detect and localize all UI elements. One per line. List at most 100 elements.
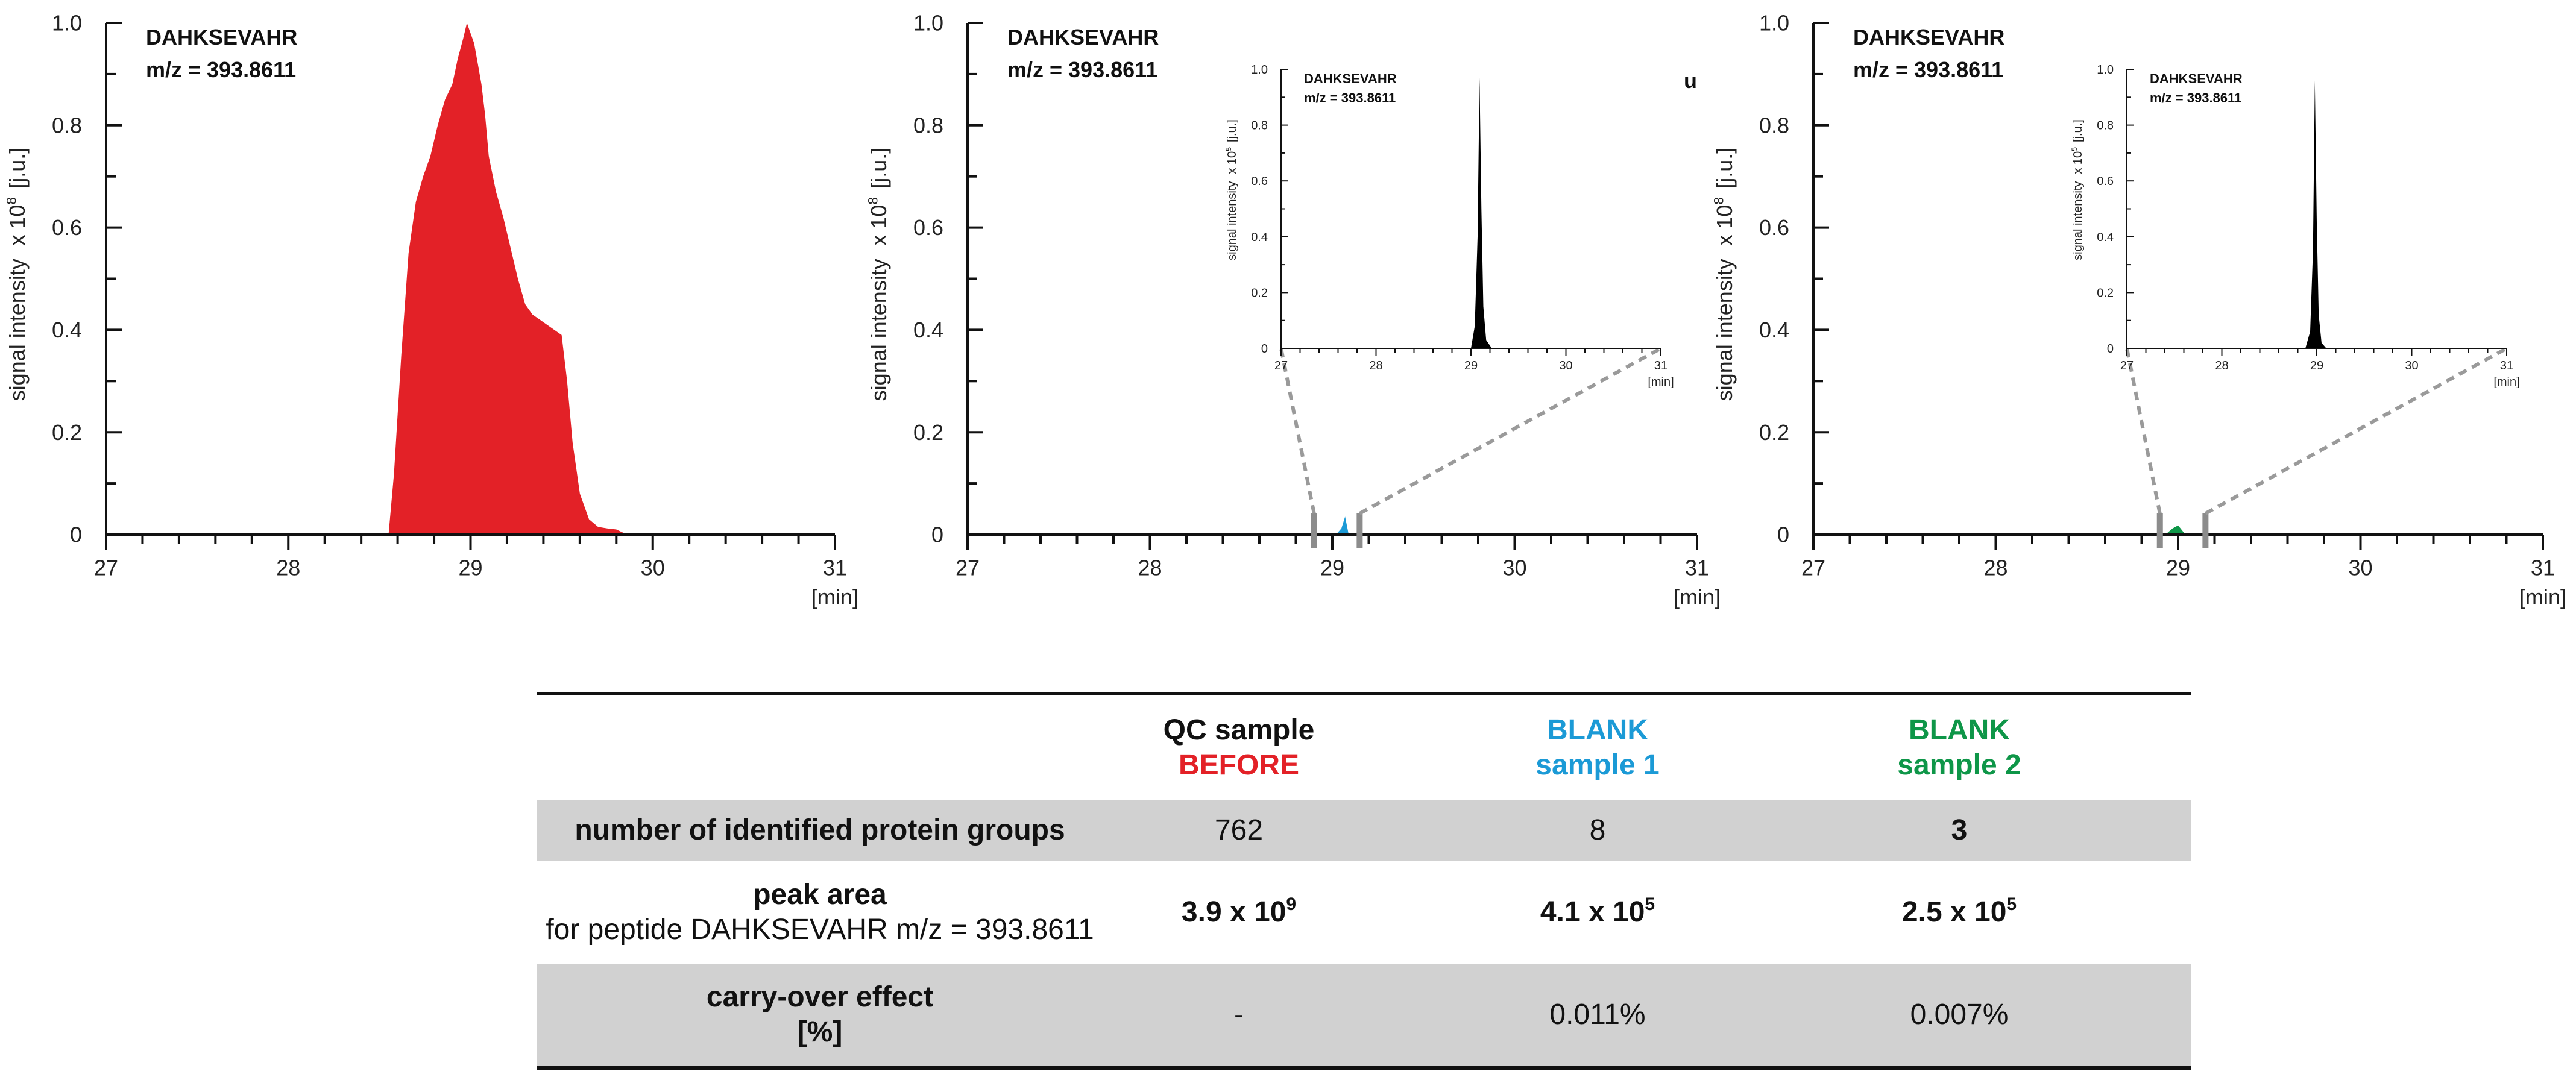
cell-blank1-value: 4.1 x 105 [1540, 895, 1655, 930]
series-area [1336, 516, 1349, 535]
y-tick-label: 1.0 [913, 11, 943, 36]
row-sublabel-text: [%] [797, 1016, 843, 1048]
y-tick-label: 1.0 [52, 11, 82, 36]
blank1-mantissa: 4.1 x 10 [1540, 896, 1645, 929]
peptide-annotation: DAHKSEVAHR [146, 25, 297, 49]
row-label: carry-over effect [%] [537, 964, 1103, 1066]
header-blank2: BLANK sample 2 [1839, 695, 2080, 800]
y-unit: [j.u.] [1226, 119, 1239, 142]
y-tick-label: 0.2 [2097, 286, 2114, 300]
qc-exponent: 9 [1286, 894, 1297, 915]
header-blank1: BLANK sample 1 [1477, 695, 1718, 800]
cell-blank1: 0.011% [1477, 964, 1718, 1066]
y-tick-label: 0.4 [913, 318, 943, 342]
y-tick-label: 0.8 [913, 113, 943, 137]
x-tick-label: 30 [641, 555, 665, 580]
x-unit-label: [min] [2493, 375, 2519, 389]
y-tick-label: 0 [70, 523, 82, 547]
header-blank1-line2: sample 1 [1535, 749, 1660, 781]
y-unit-prefix: x 10 [5, 205, 30, 246]
y-unit-exponent: 5 [1224, 147, 1233, 151]
y-tick-label: 0.2 [913, 420, 943, 445]
y-tick-label: 1.0 [1759, 11, 1789, 36]
y-unit-prefix: x 10 [1712, 205, 1737, 246]
blank1-exponent: 5 [1645, 894, 1655, 915]
row-label: peak area for peptide DAHKSEVAHR m/z = 3… [537, 861, 1103, 964]
y-unit: [j.u.] [1712, 148, 1737, 189]
x-tick-label: 31 [2531, 555, 2555, 580]
series-area [2165, 525, 2186, 535]
y-tick-label: 0.8 [52, 113, 82, 137]
header-qc-line2: BEFORE [1178, 749, 1299, 781]
cell-qc: 3.9 x 109 [1139, 861, 1338, 964]
y-axis-label: signal intensity x 108 [j.u.] [1712, 148, 1737, 401]
x-tick-label: 31 [2500, 359, 2513, 372]
blank2-mantissa: 2.5 x 10 [1901, 896, 2007, 929]
peptide-annotation: DAHKSEVAHR [1304, 71, 1397, 86]
mz-annotation: m/z = 393.8611 [1007, 57, 1157, 82]
x-tick-label: 28 [2215, 359, 2228, 372]
y-tick-label: 0.2 [52, 420, 82, 445]
x-tick-label: 30 [1502, 555, 1526, 580]
y-tick-label: 0.4 [2097, 231, 2114, 244]
table-bottom-rule [537, 1066, 2191, 1070]
x-tick-label: 31 [823, 555, 847, 580]
y-unit-exponent: 8 [1712, 197, 1727, 204]
peptide-annotation: DAHKSEVAHR [2150, 71, 2243, 86]
series-area [2305, 80, 2326, 348]
mz-annotation: m/z = 393.8611 [146, 57, 296, 82]
x-tick-label: 28 [276, 555, 300, 580]
x-tick-label: 29 [1320, 555, 1344, 580]
x-unit-label: [min] [811, 585, 858, 609]
y-tick-label: 0.8 [1251, 119, 1268, 133]
y-axis-label-text: signal intensity [1226, 181, 1239, 260]
cell-blank2-value: 2.5 x 105 [1902, 895, 2017, 930]
y-tick-label: 0 [2107, 342, 2114, 356]
y-axis-label-text: signal intensity [5, 259, 30, 401]
cell-qc: - [1139, 964, 1338, 1066]
row-label-text: carry-over effect [706, 981, 934, 1014]
y-unit: [j.u.] [866, 148, 891, 189]
y-tick-label: 0 [1261, 342, 1268, 356]
mz-annotation: m/z = 393.8611 [1853, 57, 2003, 82]
row-sublabel-text: for peptide DAHKSEVAHR m/z = 393.8611 [546, 914, 1094, 946]
x-tick-label: 28 [1138, 555, 1162, 580]
x-unit-label: [min] [2519, 585, 2566, 609]
cell-blank2: 2.5 x 105 [1839, 861, 2080, 964]
table-row: carry-over effect [%] - 0.011% 0.007% [537, 964, 2191, 1066]
mz-annotation: m/z = 393.8611 [2150, 90, 2241, 105]
y-unit-prefix: x 10 [1226, 151, 1239, 174]
x-tick-label: 31 [1685, 555, 1709, 580]
header-blank2-line1: BLANK [1909, 714, 2010, 746]
inset-background [2055, 57, 2531, 409]
blank2-exponent: 5 [2006, 894, 2017, 915]
table-top-rule [537, 692, 2191, 695]
row-label: number of identified protein groups [537, 800, 1103, 861]
x-tick-label: 30 [1559, 359, 1572, 372]
y-axis-label: signal intensity x 108 [j.u.] [4, 148, 30, 401]
x-tick-label: 30 [2405, 359, 2418, 372]
y-axis-label-text: signal intensity [866, 259, 891, 401]
table-header-row: QC sample BEFORE BLANK sample 1 BLANK sa… [537, 695, 2191, 800]
chart-qc-before: 0 0.2 0.4 0.6 0.8 1.0 27 28 29 30 31 [min] signal in… [4, 11, 858, 609]
header-qc: QC sample BEFORE [1139, 695, 1338, 800]
y-tick-label: 0.6 [1251, 175, 1268, 188]
table-row: peak area for peptide DAHKSEVAHR m/z = 3… [537, 861, 2191, 964]
y-tick-label: 0.6 [913, 215, 943, 240]
y-tick-label: 1.0 [1251, 63, 1268, 77]
x-tick-label: 27 [1274, 359, 1288, 372]
y-axis-label: signal intensity x 108 [j.u.] [866, 148, 891, 401]
cell-qc-value: 762 [1214, 814, 1264, 847]
series-area [388, 23, 628, 535]
x-tick-label: 29 [1464, 359, 1478, 372]
chart-blank-1-inset: 0 0.2 0.4 0.6 0.8 1.0 27 28 29 30 31 [min] signal in… [1224, 63, 1674, 389]
x-tick-label: 29 [2310, 359, 2323, 372]
x-tick-label: 28 [1369, 359, 1382, 372]
y-tick-label: 0.4 [1251, 231, 1268, 244]
y-tick-label: 0.4 [52, 318, 82, 342]
header-blank2-line2: sample 2 [1897, 749, 2021, 781]
zoom-marker-left [1311, 513, 1317, 548]
cell-blank2: 0.007% [1839, 964, 2080, 1066]
cell-blank2-value: 0.007% [1910, 999, 2009, 1031]
cell-qc-value: 3.9 x 109 [1182, 895, 1296, 930]
